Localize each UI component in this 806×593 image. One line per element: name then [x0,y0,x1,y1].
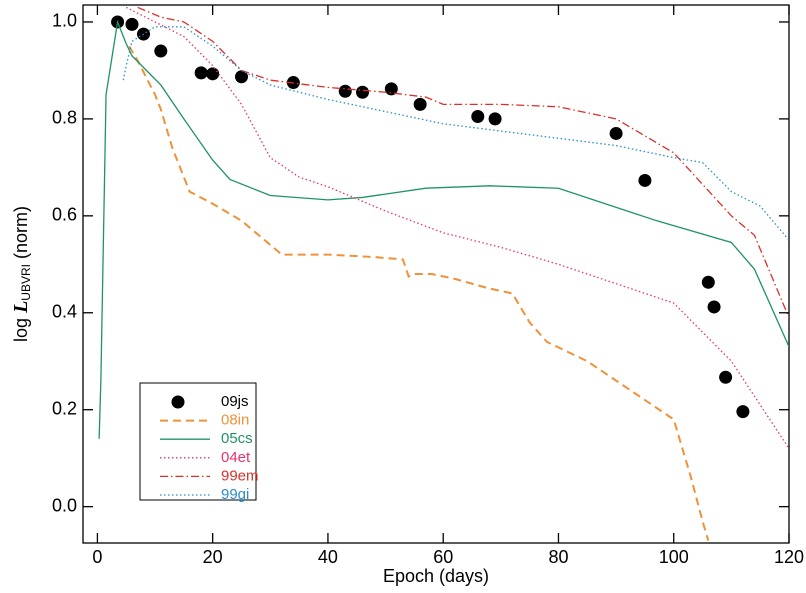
y-label-suffix: (norm) [11,206,31,259]
series-line [122,26,789,241]
legend-label: 05cs [221,430,253,447]
series-line [125,6,789,449]
series-line [128,45,710,541]
legend-label: 99em [221,467,259,484]
y-tick-label: 0.4 [52,302,77,322]
data-point [707,300,721,314]
data-point [609,126,623,140]
legend-label: 04et [221,449,251,466]
plot-area [98,6,789,541]
data-point [206,67,220,81]
data-point [154,44,168,58]
legend-marker [171,395,185,409]
data-point [701,275,715,289]
data-point [384,82,398,96]
data-point [638,173,652,187]
y-tick-label: 1.0 [52,11,77,31]
x-tick-label: 120 [774,547,804,567]
data-point [125,17,139,31]
series-line [98,19,789,439]
data-point [194,66,208,80]
y-tick-label: 0.2 [52,398,77,418]
x-tick-label: 20 [203,547,223,567]
series-line [137,6,789,318]
data-point [234,70,248,84]
plot-frame [82,4,790,544]
x-tick-label: 100 [659,547,689,567]
y-tick-label: 0.8 [52,108,77,128]
y-label-prefix: log [11,318,31,342]
data-point [338,84,352,98]
y-label-subscript: UBVRI [19,264,33,301]
y-tick-label: 0.6 [52,205,77,225]
data-point [413,97,427,111]
legend-box [139,382,257,501]
legend-label: 99gi [221,486,249,503]
y-tick-label: 0.0 [52,495,77,515]
legend-label: 09js [221,393,249,410]
x-tick-label: 40 [318,547,338,567]
x-tick-label: 60 [433,547,453,567]
x-tick-label: 80 [548,547,568,567]
y-label-symbol: L [10,301,32,314]
x-tick-label: 0 [92,547,102,567]
data-point [471,109,485,123]
data-point [719,370,733,384]
y-axis-label: log LUBVRI (norm) [10,206,34,342]
x-axis-label: Epoch (days) [383,566,489,586]
data-point [356,85,370,99]
data-point [488,112,502,126]
legend-label: 08in [221,412,249,429]
data-point [736,405,750,419]
